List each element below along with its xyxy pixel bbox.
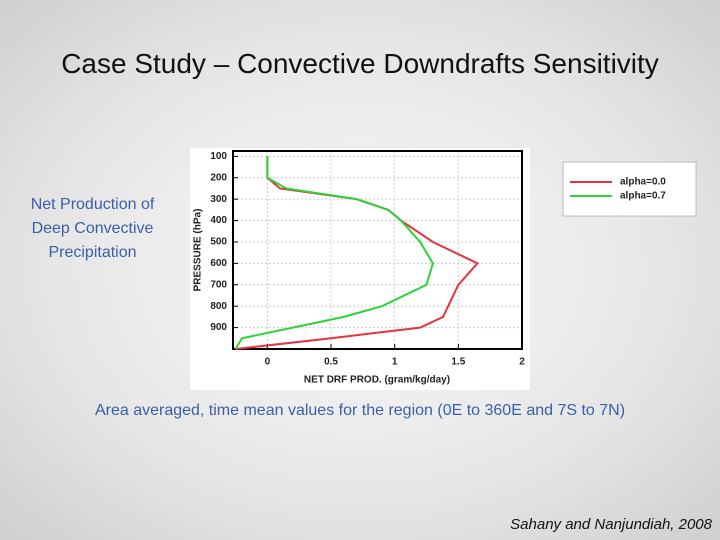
side-text: Net Production of Deep Convective Precip… [10,193,175,265]
y-tick-label: 200 [210,172,227,183]
data-line [234,156,434,350]
legend-label: alpha=0.0 [620,177,666,188]
y-tick-label: 100 [210,151,227,162]
x-tick-label: 1 [392,357,398,368]
y-axis-label: PRESSURE (hPa) [193,209,204,292]
citation: Sahany and Nanjundiah, 2008 [510,516,712,533]
x-tick-label: 2 [519,357,525,368]
legend-box [562,161,697,217]
caption: Area averaged, time mean values for the … [94,402,626,419]
y-tick-label: 300 [210,194,227,205]
x-axis-label: NET DRF PROD. (gram/kg/day) [304,375,450,386]
x-tick-label: 0 [265,357,271,368]
y-tick-label: 400 [210,215,227,226]
side-line: Net Production of [30,196,155,213]
side-line: Deep Convective [31,220,154,237]
y-tick-label: 800 [210,301,227,312]
y-tick-label: 700 [210,279,227,290]
x-tick-label: 0.5 [324,357,338,368]
side-line: Precipitation [48,244,137,261]
y-tick-label: 500 [210,237,227,248]
y-tick-label: 600 [210,258,227,269]
y-tick-label: 900 [210,322,227,333]
slide-title: Case Study – Convective Downdrafts Sensi… [61,48,659,79]
chart-background [190,148,530,390]
x-tick-label: 1.5 [451,357,465,368]
legend-label: alpha=0.7 [620,191,666,202]
plot-frame [232,150,523,350]
